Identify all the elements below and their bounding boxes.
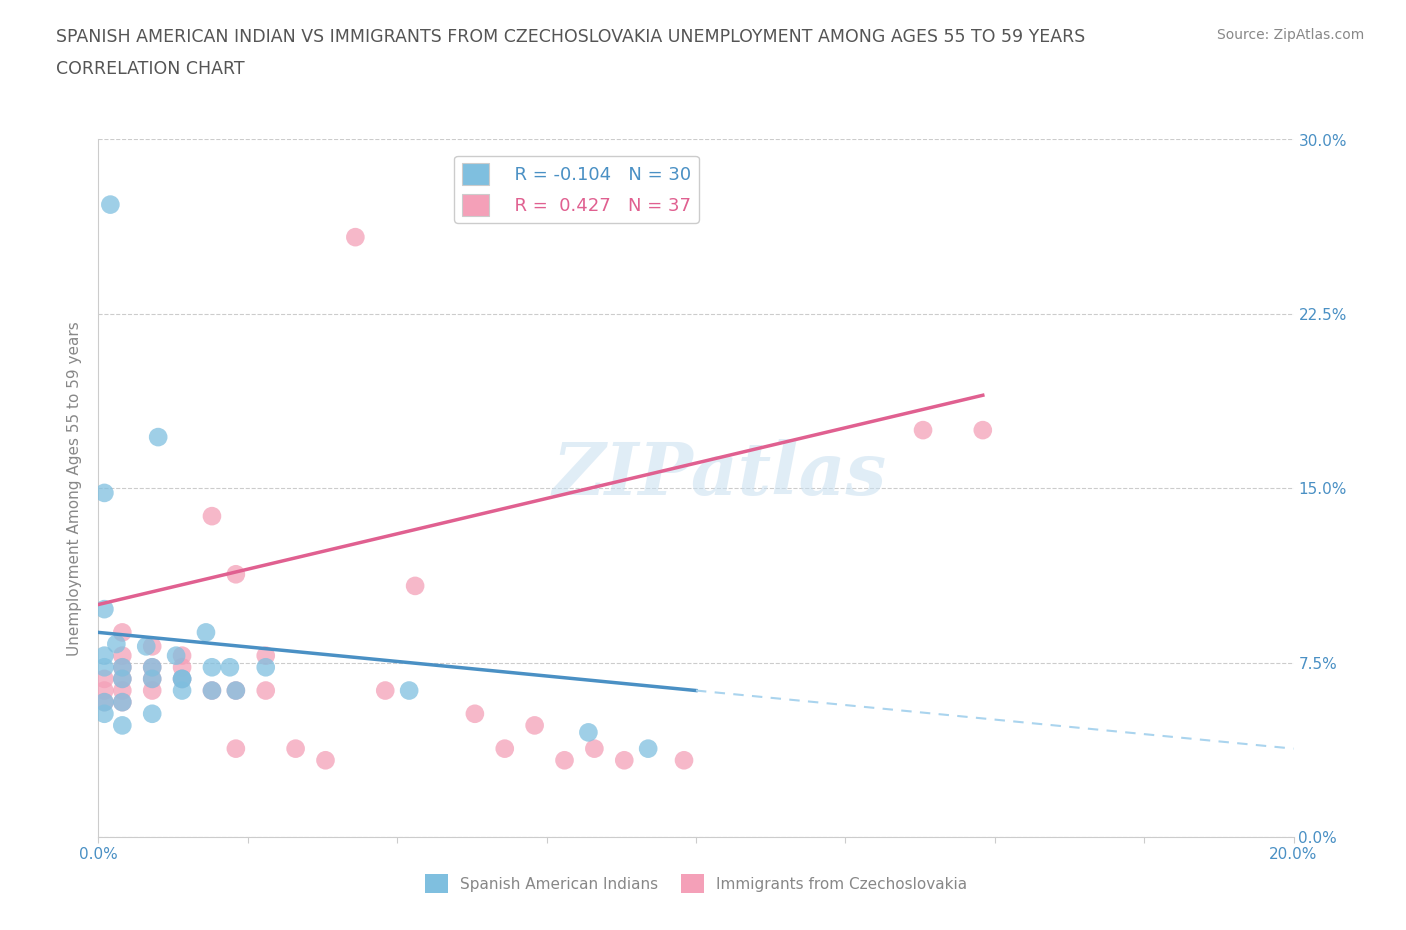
Point xyxy=(93,695,115,710)
Point xyxy=(172,671,194,686)
Point xyxy=(165,648,187,663)
Text: CORRELATION CHART: CORRELATION CHART xyxy=(56,60,245,78)
Point xyxy=(93,671,115,686)
Point xyxy=(219,660,242,675)
Point xyxy=(225,741,247,756)
Point xyxy=(111,648,134,663)
Point xyxy=(225,683,247,698)
Point xyxy=(554,753,576,768)
Point xyxy=(494,741,516,756)
Point xyxy=(523,718,546,733)
Point xyxy=(111,695,134,710)
Point xyxy=(404,578,426,593)
Point xyxy=(93,707,115,722)
Point xyxy=(141,671,163,686)
Point xyxy=(93,695,115,710)
Point xyxy=(972,422,994,438)
Point xyxy=(111,683,134,698)
Y-axis label: Unemployment Among Ages 55 to 59 years: Unemployment Among Ages 55 to 59 years xyxy=(67,321,83,656)
Text: Source: ZipAtlas.com: Source: ZipAtlas.com xyxy=(1216,28,1364,42)
Point xyxy=(912,422,935,438)
Point xyxy=(315,753,337,768)
Point xyxy=(583,741,606,756)
Point xyxy=(201,509,224,524)
Point xyxy=(93,648,115,663)
Point xyxy=(398,683,420,698)
Point xyxy=(111,671,134,686)
Point xyxy=(195,625,218,640)
Point xyxy=(111,625,134,640)
Point xyxy=(673,753,696,768)
Point xyxy=(172,648,194,663)
Point xyxy=(111,660,134,675)
Point xyxy=(141,683,163,698)
Point xyxy=(148,430,170,445)
Point xyxy=(225,683,247,698)
Text: ZIPatlas: ZIPatlas xyxy=(553,439,887,510)
Point xyxy=(111,718,134,733)
Point xyxy=(111,671,134,686)
Point xyxy=(93,485,115,500)
Point xyxy=(464,707,486,722)
Point xyxy=(254,683,277,698)
Legend: Spanish American Indians, Immigrants from Czechoslovakia: Spanish American Indians, Immigrants fro… xyxy=(419,869,973,899)
Point xyxy=(201,683,224,698)
Point xyxy=(93,660,115,675)
Point xyxy=(613,753,636,768)
Point xyxy=(111,660,134,675)
Point xyxy=(93,602,115,617)
Point xyxy=(374,683,396,698)
Point xyxy=(111,695,134,710)
Point xyxy=(172,683,194,698)
Point xyxy=(201,683,224,698)
Point xyxy=(105,637,128,652)
Point xyxy=(254,648,277,663)
Text: SPANISH AMERICAN INDIAN VS IMMIGRANTS FROM CZECHOSLOVAKIA UNEMPLOYMENT AMONG AGE: SPANISH AMERICAN INDIAN VS IMMIGRANTS FR… xyxy=(56,28,1085,46)
Point xyxy=(141,707,163,722)
Point xyxy=(284,741,307,756)
Point xyxy=(135,639,157,654)
Point xyxy=(201,660,224,675)
Point xyxy=(344,230,367,245)
Point xyxy=(172,671,194,686)
Point xyxy=(93,683,115,698)
Point xyxy=(141,660,163,675)
Point xyxy=(141,671,163,686)
Point xyxy=(254,660,277,675)
Point xyxy=(637,741,659,756)
Point xyxy=(578,725,600,740)
Point xyxy=(141,660,163,675)
Point xyxy=(100,197,122,212)
Point xyxy=(172,671,194,686)
Point xyxy=(141,639,163,654)
Point xyxy=(172,660,194,675)
Point xyxy=(225,566,247,582)
